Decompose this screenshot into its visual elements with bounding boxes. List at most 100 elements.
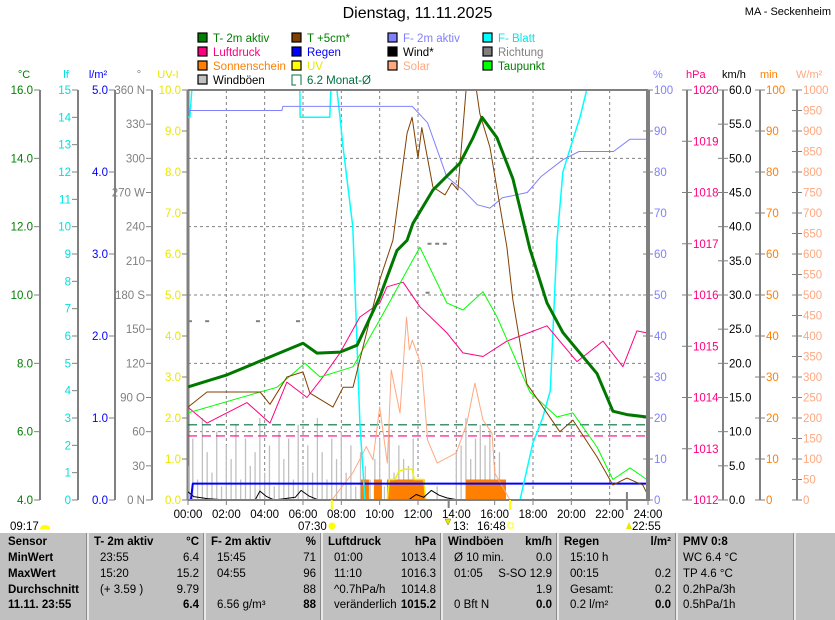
axis-tick-label: 10	[58, 222, 71, 234]
axis-tick-label: 50	[766, 290, 779, 302]
axis-tick-label: 1019	[693, 136, 719, 148]
moonset-up-icon	[626, 522, 632, 529]
series-wind	[188, 489, 648, 500]
table-cell-label: WC 6.4 °C	[683, 552, 738, 564]
legend-swatch	[482, 60, 493, 71]
axis-tick-label: 10.0	[729, 427, 751, 439]
axis-tick-label: 55.0	[729, 119, 751, 131]
legend-label: Richtung	[498, 47, 543, 59]
table-row-label: Durchschnitt	[8, 584, 79, 596]
sunshine-bar	[373, 479, 382, 500]
series-regen	[189, 482, 648, 500]
legend-label: Windböen	[213, 75, 265, 87]
axis-tick-label: 5.0	[92, 85, 108, 97]
axis-tick-label: 35.0	[729, 256, 751, 268]
axis-tick-label: 16.0	[11, 85, 33, 97]
table-row-label: Sensor	[8, 536, 47, 548]
time-label: 14:00	[442, 509, 471, 521]
station-location: MA - Seckenheim	[744, 6, 831, 18]
axis-tick-label: 0	[766, 495, 772, 507]
table-column-unit: hPa	[414, 536, 436, 548]
table-row-label: MaxWert	[8, 568, 56, 580]
axis-tick-label: 7	[65, 304, 71, 316]
axis-tick-label: 45.0	[729, 188, 751, 200]
direction-point	[435, 242, 440, 245]
axis-tick-label: 1017	[693, 239, 719, 251]
legend-swatch	[197, 60, 208, 71]
table-cell-value: 1.9	[536, 584, 552, 596]
table-cell-value: 0.2	[655, 584, 671, 596]
legend-swatch	[387, 46, 398, 57]
time-label: 02:00	[212, 509, 241, 521]
table-cell-value: 6.4	[183, 552, 199, 564]
axis-tick-label: 200	[803, 413, 822, 425]
axis-tick-label: 150	[803, 434, 822, 446]
axis-tick-label: 180 S	[115, 290, 145, 302]
series-luftdruck	[188, 281, 647, 424]
sunshine-bar	[386, 479, 425, 500]
table-cell-value: 1016.3	[400, 568, 436, 580]
series-t-5cm-	[188, 90, 648, 494]
axis-tick-label: 13	[58, 140, 71, 152]
axis-tick-label: 10.0	[11, 290, 33, 302]
axis-tick-label: 650	[803, 229, 822, 241]
table-cell-value: 15.2	[176, 568, 199, 580]
table-column-unit: km/h	[525, 536, 552, 548]
moon-phase-down-icon	[444, 518, 452, 526]
axis-tick-label: 3	[65, 413, 71, 425]
legend-label: Solar	[403, 61, 430, 73]
table-column-header: Regen	[564, 536, 600, 548]
moon-phase-label: 13:	[453, 521, 469, 533]
table-row-label: MinWert	[8, 552, 54, 564]
weather-chart: T- 2m aktiv T +5cm* F- 2m aktiv F- Blatt Luf…	[10, 32, 829, 533]
axis-unit-solar: W/m²	[796, 69, 823, 81]
axis-tick-label: 5.0	[165, 290, 181, 302]
table-cell-label: 00:15	[570, 568, 599, 580]
sunrise-time: 07:30	[298, 521, 327, 533]
axis-unit-uv: UV-I	[157, 69, 178, 81]
axis-tick-label: 9	[65, 249, 71, 261]
time-label: 00:00	[174, 509, 203, 521]
table-cell-value: 88	[303, 599, 316, 611]
axis-tick-label: 10	[654, 454, 667, 466]
axis-tick-label: 1018	[693, 188, 719, 200]
axis-tick-label: 12	[58, 167, 71, 179]
table-column-divider	[793, 533, 796, 620]
time-label: 12:00	[404, 509, 433, 521]
axis-unit-pres: hPa	[686, 69, 706, 81]
table-column-unit: %	[305, 536, 316, 548]
summary-table: Sensor MinWert MaxWert Durchschnitt 11.11. 2…	[0, 533, 835, 620]
time-label: 10:00	[365, 509, 394, 521]
axis-tick-label: 30	[132, 461, 145, 473]
axis-tick-label: 250	[803, 393, 822, 405]
table-cell-label: 0.2 l/m²	[570, 599, 609, 611]
table-cell-label: Gesamt:	[570, 584, 614, 596]
axis-tick-label: 25.0	[729, 324, 751, 336]
series-taupunkt	[188, 246, 648, 480]
axis-tick-label: 240	[126, 222, 145, 234]
axis-tick-label: 15.0	[729, 393, 751, 405]
sunset-icon	[507, 522, 514, 529]
axis-tick-label: 50	[654, 290, 667, 302]
axis-tick-label: 1014	[693, 393, 719, 405]
axis-tick-label: 4.0	[17, 495, 33, 507]
axis-tick-label: 6.0	[165, 249, 181, 261]
axis-tick-label: 3.0	[92, 249, 108, 261]
axis-tick-label: 4.0	[92, 167, 108, 179]
legend-swatch	[291, 46, 302, 57]
table-cell-value: 96	[303, 568, 316, 580]
axis-unit-lf: lf	[63, 69, 69, 81]
table-cell-label: veränderlich	[334, 599, 397, 611]
sunshine-bar	[465, 479, 506, 500]
legend-swatch	[291, 60, 302, 71]
table-column-unit: l/m²	[650, 536, 671, 548]
legend-swatch	[291, 74, 302, 86]
axis-tick-label: 950	[803, 106, 822, 118]
axis-tick-label: 2.0	[165, 413, 181, 425]
axis-tick-label: 20	[766, 413, 779, 425]
axis-tick-label: 50.0	[729, 153, 751, 165]
axis-tick-label: 40	[654, 331, 667, 343]
table-cell-label: TP 4.6 °C	[683, 568, 733, 580]
direction-point	[188, 320, 192, 323]
table-column-header: PMV 0:8	[683, 536, 728, 548]
